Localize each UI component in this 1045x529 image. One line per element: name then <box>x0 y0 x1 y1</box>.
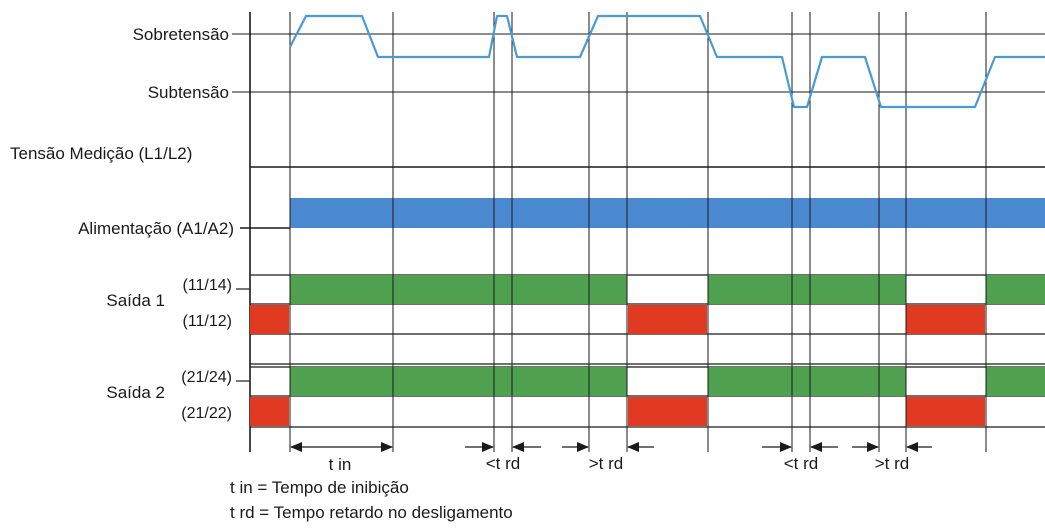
output-2-nc-label: (21/22) <box>181 405 232 422</box>
t-rd-over-1-label: >t rd <box>589 454 624 473</box>
legend-line-2: t rd = Tempo retardo no desligamento <box>230 503 513 522</box>
output-1-no-label: (11/14) <box>182 277 232 294</box>
t-rd-under-2-label: <t rd <box>784 454 819 473</box>
t-in-label: t in <box>329 455 352 474</box>
out2-nc-on-3 <box>906 397 985 426</box>
supply-bar <box>290 198 1045 228</box>
out1-no-on-2 <box>708 275 906 304</box>
output-2-label: Saída 2 <box>106 383 165 402</box>
out2-no-on-2 <box>708 367 906 396</box>
voltage-trace <box>289 14 1045 109</box>
supply-label: Alimentação (A1/A2) <box>78 219 234 238</box>
output-2-no-label: (21/24) <box>181 369 232 386</box>
out1-nc-on-1 <box>250 305 289 334</box>
out1-nc-on-2 <box>628 305 707 334</box>
undervoltage-label: Subtensão <box>148 83 229 102</box>
out2-nc-on-2 <box>628 397 707 426</box>
output-2-group <box>250 366 1045 428</box>
out1-no-on-1 <box>290 275 627 304</box>
out2-nc-on-1 <box>250 397 289 426</box>
legend-line-1: t in = Tempo de inibição <box>230 478 409 497</box>
t-rd-over-2-label: >t rd <box>875 454 910 473</box>
out2-no-on-3 <box>986 367 1045 396</box>
out1-nc-on-3 <box>906 305 985 334</box>
output-1-nc-label: (11/12) <box>182 313 232 330</box>
out1-no-on-3 <box>986 275 1045 304</box>
measurement-label: Tensão Medição (L1/L2) <box>10 144 192 163</box>
overvoltage-label: Sobretensão <box>133 25 229 44</box>
t-rd-under-1-label: <t rd <box>486 454 521 473</box>
output-1-group <box>250 274 1045 365</box>
event-lines <box>289 12 987 452</box>
out2-no-on-1 <box>290 367 627 396</box>
output-1-label: Saída 1 <box>106 291 165 310</box>
